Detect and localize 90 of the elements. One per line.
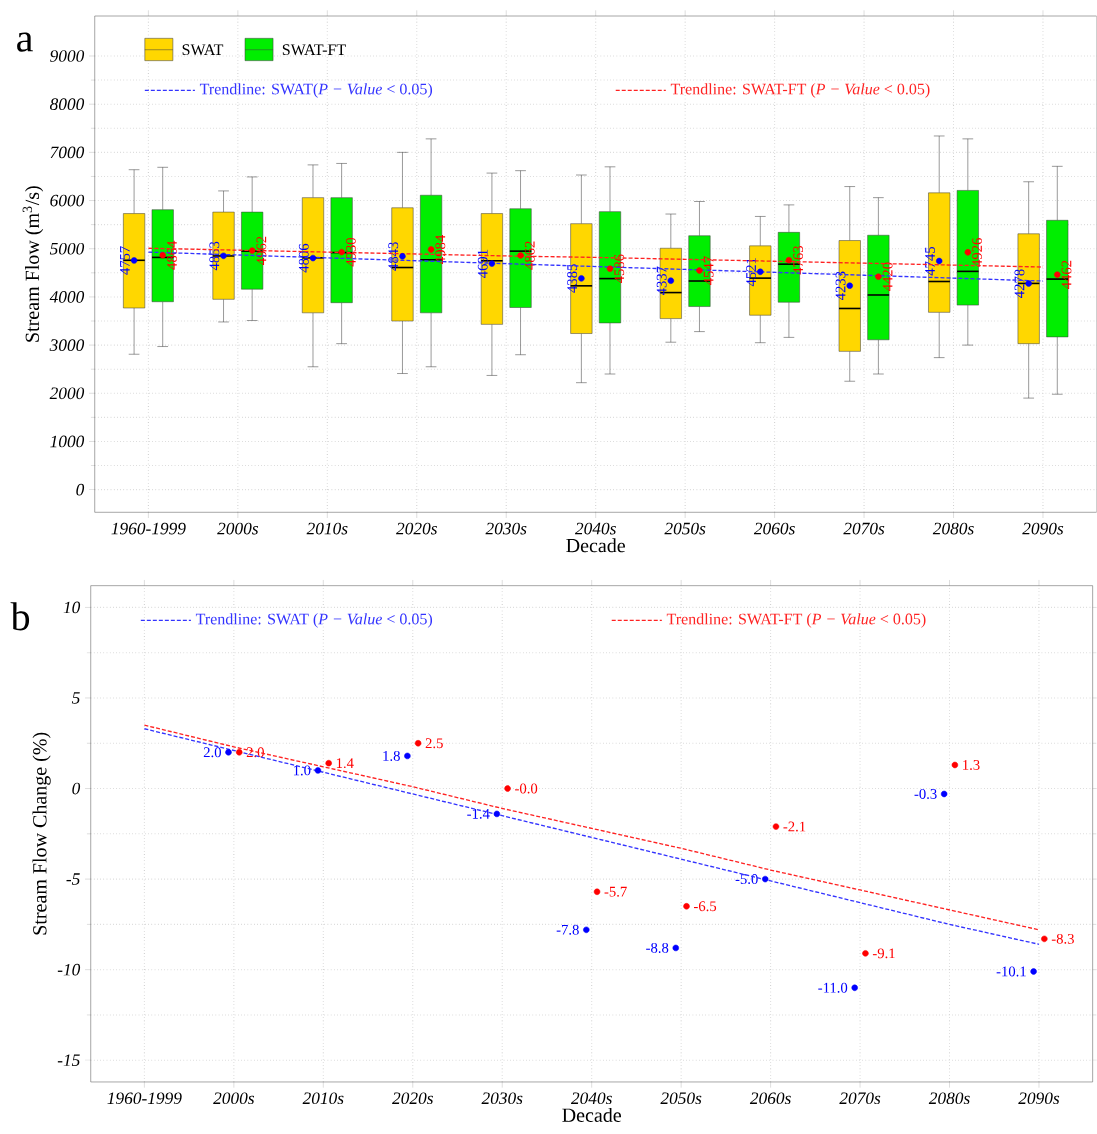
data-label: -9.1	[873, 948, 895, 959]
x-tick-label: 2000s	[217, 522, 259, 535]
x-tick-label: 1960-1999	[111, 522, 186, 535]
y-tick-label: 1000	[50, 435, 85, 448]
data-label: -0.0	[515, 783, 538, 794]
y-tick-label: 3000	[49, 339, 85, 351]
data-label: -8.8	[646, 942, 669, 953]
x-tick-label: 2060s	[754, 522, 795, 535]
legend-label: Trendline: SWAT-FT (P − Value < 0.05)	[667, 613, 926, 628]
x-tick-label: 2020s	[392, 1092, 434, 1105]
data-label: -11.0	[818, 982, 848, 993]
data-label: 4691	[477, 249, 488, 278]
y-tick-label: 7000	[50, 146, 85, 159]
chart-title: b	[10, 602, 30, 631]
chart-title: a	[17, 32, 34, 52]
data-label: -5.7	[604, 886, 627, 897]
data-label: 1.8	[383, 750, 401, 761]
data-label: 4864	[167, 240, 178, 270]
data-label: 4745	[925, 246, 936, 276]
legend-label: Trendline: SWAT (P − Value < 0.05)	[196, 613, 433, 628]
legend-label: SWAT-FT	[283, 44, 347, 56]
x-tick-label: 2010s	[306, 522, 348, 535]
legend-label: Trendline: SWAT-FT (P − Value < 0.05)	[671, 83, 930, 98]
data-label: 4757	[120, 246, 130, 275]
y-tick-label: 9000	[50, 50, 85, 62]
y-tick-label: 4000	[49, 291, 85, 303]
y-tick-label: 6000	[50, 194, 85, 207]
data-label: -0.3	[914, 788, 937, 799]
data-label: -7.8	[556, 924, 579, 935]
data-label: -6.5	[694, 901, 717, 912]
data-label: -10.1	[996, 966, 1026, 977]
x-tick-label: 2030s	[485, 522, 527, 535]
data-label: 4806	[299, 243, 309, 273]
data-label: 4930	[346, 237, 356, 267]
legend-label: Trendline: SWAT(P − Value < 0.05)	[200, 83, 433, 98]
y-tick-label: 5000	[50, 242, 85, 255]
data-label: 4962	[256, 236, 267, 265]
data-label: 4926	[972, 238, 983, 267]
y-axis-title: Stream Flow Change (%)	[32, 732, 51, 935]
x-tick-label: 2020s	[396, 522, 438, 535]
data-label: 4586	[614, 254, 625, 284]
data-label: 2.5	[425, 738, 444, 749]
data-label: 4385	[567, 264, 578, 293]
x-tick-label: 2090s	[1018, 1092, 1060, 1105]
y-tick-label: 2000	[49, 387, 85, 400]
data-label: 4233	[835, 271, 846, 301]
x-tick-label: 2050s	[660, 1092, 702, 1105]
y-tick-label: 8000	[50, 98, 85, 111]
data-label: -8.3	[1052, 933, 1075, 944]
x-tick-label: 2080s	[928, 1092, 970, 1105]
data-label: 4278	[1014, 269, 1025, 298]
x-tick-label: 2000s	[213, 1092, 255, 1105]
y-tick-label: -10	[58, 963, 81, 976]
data-label: 4853	[209, 241, 220, 271]
x-tick-label: 2090s	[1022, 522, 1064, 535]
data-label: 1.0	[294, 765, 311, 776]
data-label: -5.0	[735, 874, 758, 885]
data-label: 1.4	[337, 758, 354, 769]
data-label: 4462	[1061, 260, 1072, 290]
x-tick-label: 2070s	[843, 522, 885, 535]
x-tick-label: 2040s	[571, 1092, 613, 1105]
y-tick-label: 0	[76, 483, 85, 496]
y-tick-label: -15	[58, 1054, 80, 1067]
y-axis-title: Stream Flow (m$^{3}$/s)	[22, 186, 44, 342]
data-label: 4420	[882, 262, 893, 292]
data-label: 4521	[746, 258, 757, 287]
data-label: 4337	[656, 266, 667, 296]
x-axis-title: Decade	[566, 538, 626, 553]
x-tick-label: 2010s	[302, 1092, 344, 1105]
x-tick-label: 2050s	[664, 522, 706, 535]
x-tick-label: 2080s	[932, 522, 974, 535]
y-tick-label: 0	[72, 782, 81, 795]
x-axis-title: Decade	[562, 1107, 622, 1122]
data-label: 4763	[793, 246, 804, 275]
x-tick-label: 2060s	[750, 1092, 791, 1105]
x-tick-label: 2070s	[839, 1092, 881, 1105]
y-tick-label: 10	[63, 601, 81, 614]
x-tick-label: 1960-1999	[107, 1092, 182, 1105]
data-label: 4843	[388, 242, 399, 271]
data-label: -1.4	[467, 808, 490, 819]
data-label: 4547	[703, 256, 714, 285]
data-label: 1.3	[963, 760, 980, 770]
data-label: -2.1	[783, 821, 806, 832]
y-tick-label: 5	[72, 692, 80, 704]
y-tick-label: -5	[66, 873, 80, 885]
data-label: 4984	[435, 235, 446, 264]
data-label: 2.0	[204, 747, 222, 758]
legend-label: SWAT	[182, 44, 224, 56]
x-tick-label: 2030s	[481, 1092, 523, 1105]
x-tick-label: 2040s	[575, 522, 617, 535]
